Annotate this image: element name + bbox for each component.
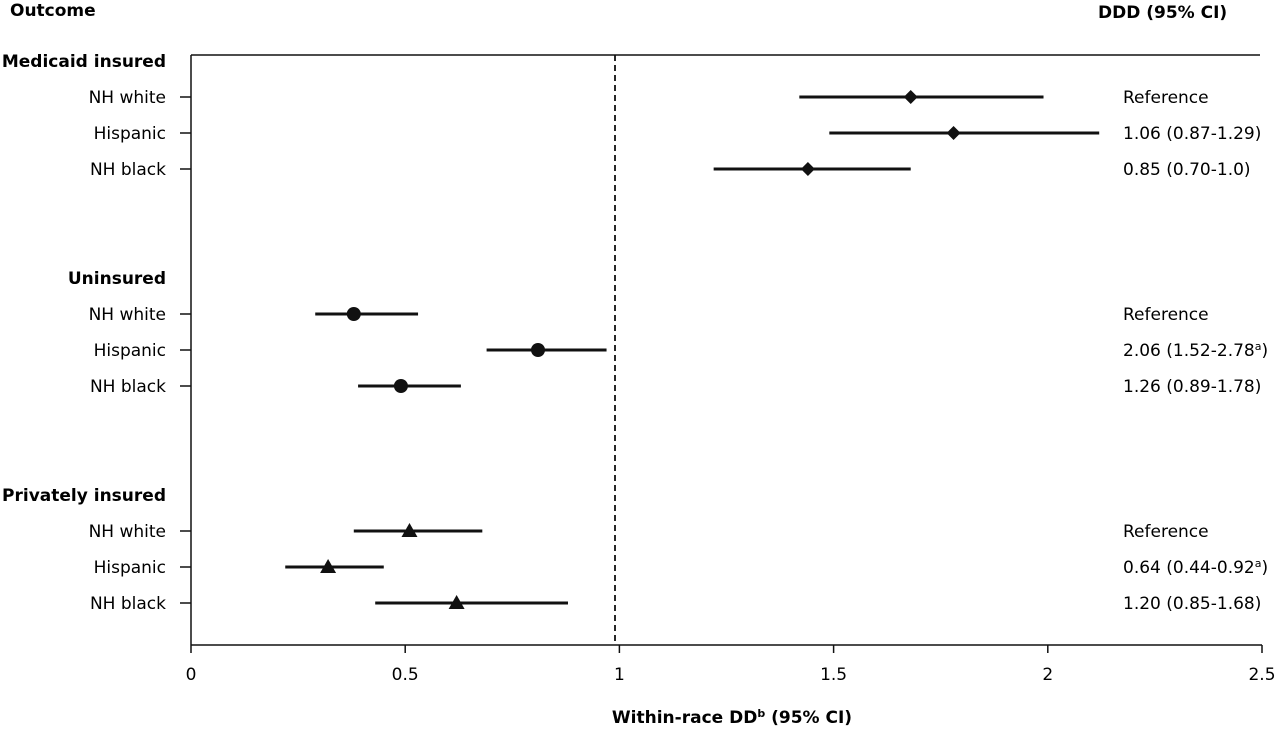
ddd-value: 1.06 (0.87-1.29): [1123, 124, 1261, 144]
x-tick-label: 2: [1042, 665, 1053, 685]
x-tick-label: 1: [614, 665, 625, 685]
row-label: NH black: [90, 160, 166, 180]
x-tick-label: 0: [186, 665, 197, 685]
ddd-value: 0.64 (0.44-0.92a): [1123, 557, 1268, 578]
ddd-value: Reference: [1123, 522, 1209, 542]
x-tick-label: 1.5: [820, 665, 847, 685]
ddd-tail: ): [1261, 558, 1268, 578]
ddd-main: 2.06 (1.52-2.78: [1123, 341, 1255, 361]
plot-rows: Medicaid insured NH white Reference Hispani…: [2, 52, 1268, 614]
row-label: Hispanic: [94, 558, 166, 578]
group-title: Medicaid insured: [2, 52, 166, 72]
ddd-main: Reference: [1123, 522, 1209, 542]
row-label: NH white: [89, 88, 166, 108]
point-estimate: [393, 379, 408, 393]
ddd-sup: a: [1255, 340, 1262, 353]
group-title: Privately insured: [2, 486, 166, 506]
ddd-value: 2.06 (1.52-2.78a): [1123, 340, 1268, 361]
row-label: NH black: [90, 377, 166, 397]
ddd-main: 1.20 (0.85-1.68): [1123, 594, 1261, 614]
x-tick-label: 2.5: [1248, 665, 1275, 685]
ddd-main: 1.26 (0.89-1.78): [1123, 377, 1261, 397]
ddd-main: 0.85 (0.70-1.0): [1123, 160, 1251, 180]
point-estimate: [448, 595, 465, 609]
row-label: Hispanic: [94, 341, 166, 361]
ddd-sup: a: [1255, 557, 1262, 570]
point-estimate: [320, 559, 337, 573]
row-label: NH white: [89, 522, 166, 542]
header-outcome: Outcome: [10, 1, 96, 21]
ddd-value: 0.85 (0.70-1.0): [1123, 160, 1251, 180]
x-axis-title-tail: (95% CI): [765, 708, 852, 728]
group-title: Uninsured: [68, 269, 166, 289]
point-estimate: [946, 126, 961, 140]
ddd-main: Reference: [1123, 88, 1209, 108]
x-tick-label: 0.5: [392, 665, 419, 685]
point-estimate: [346, 307, 361, 321]
x-axis-ticks: 0 0.5 1 1.5 2 2.5: [186, 645, 1276, 685]
point-estimate: [800, 162, 815, 176]
ddd-main: 1.06 (0.87-1.29): [1123, 124, 1261, 144]
point-estimate: [903, 90, 918, 104]
x-axis-title-sup: b: [757, 707, 765, 720]
point-estimate: [531, 343, 546, 357]
row-label: NH white: [89, 305, 166, 325]
ddd-value: 1.20 (0.85-1.68): [1123, 594, 1261, 614]
point-estimate: [401, 523, 418, 537]
x-axis-title: Within-race DDb (95% CI): [612, 707, 852, 728]
row-label: Hispanic: [94, 124, 166, 144]
ddd-main: Reference: [1123, 305, 1209, 325]
header-ddd: DDD (95% CI): [1098, 3, 1227, 23]
ddd-value: Reference: [1123, 305, 1209, 325]
row-label: NH black: [90, 594, 166, 614]
ddd-value: 1.26 (0.89-1.78): [1123, 377, 1261, 397]
ddd-main: 0.64 (0.44-0.92: [1123, 558, 1255, 578]
x-axis-title-main: Within-race DD: [612, 708, 757, 728]
ddd-value: Reference: [1123, 88, 1209, 108]
ddd-tail: ): [1261, 341, 1268, 361]
